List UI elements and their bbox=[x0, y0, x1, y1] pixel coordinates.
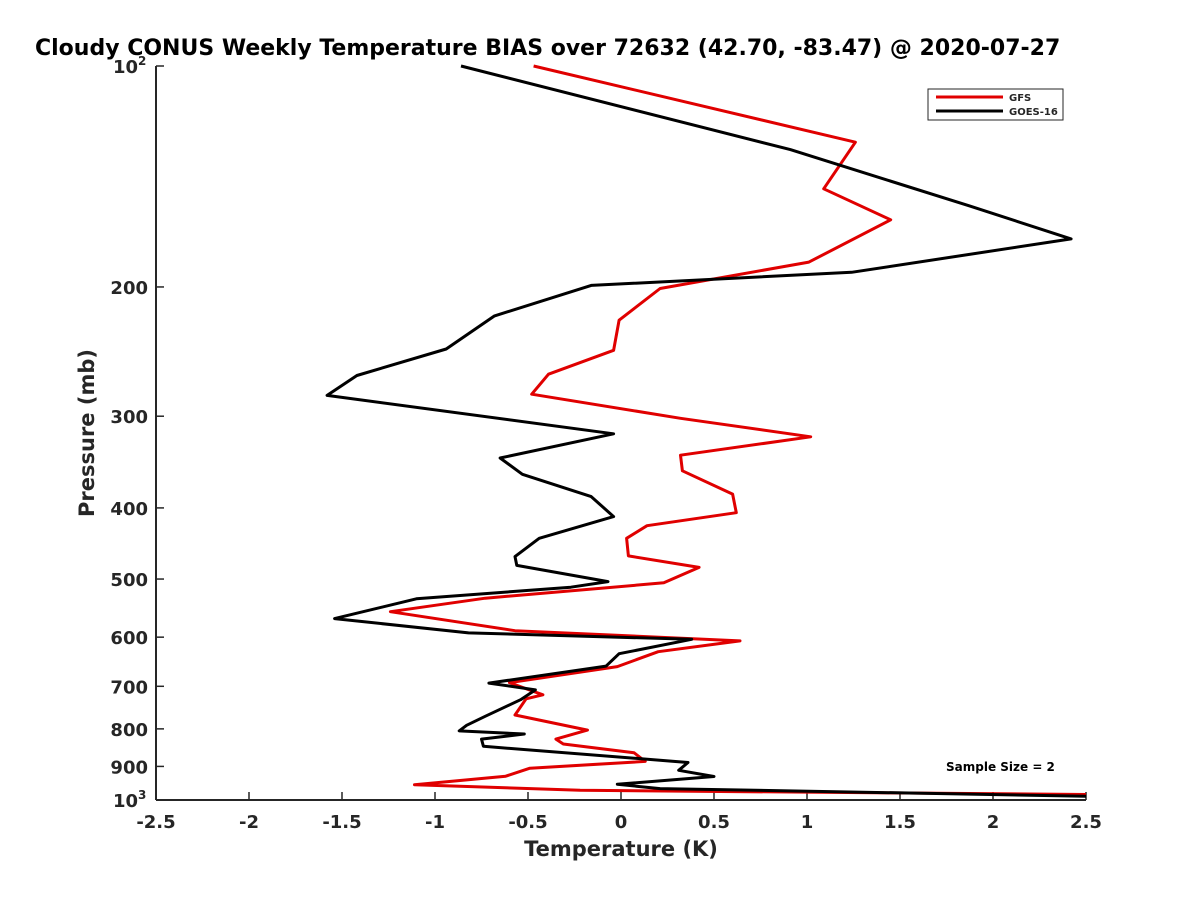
y-tick-label: 800 bbox=[110, 720, 148, 741]
x-axis-label: Temperature (K) bbox=[524, 837, 718, 861]
legend-box bbox=[927, 88, 1064, 121]
series-line-goes-16 bbox=[325, 64, 1087, 798]
x-tick-label: 1.5 bbox=[884, 812, 916, 833]
x-tick-label: -1 bbox=[425, 812, 445, 833]
legend-label-gfs: GFS bbox=[1009, 93, 1031, 104]
legend-label-goes16: GOES-16 bbox=[1009, 107, 1058, 118]
series-line-gfs bbox=[388, 64, 1087, 796]
x-tick-label: 1 bbox=[801, 812, 814, 833]
x-tick-label: -1.5 bbox=[322, 812, 361, 833]
y-tick-label: 700 bbox=[110, 677, 148, 698]
y-tick-label: 400 bbox=[110, 499, 148, 520]
y-tick-label: 300 bbox=[110, 407, 148, 428]
y-tick-label: 10 bbox=[113, 791, 138, 812]
x-tick-label: 2 bbox=[987, 812, 1000, 833]
y-tick-label: 500 bbox=[110, 570, 148, 591]
x-tick-label: 2.5 bbox=[1070, 812, 1102, 833]
x-axis-ticks: -2.5 -2 -1.5 -1 -0.5 0 0.5 1 1.5 2 2.5 bbox=[136, 792, 1102, 833]
x-tick-label: 0.5 bbox=[698, 812, 730, 833]
chart-title: Cloudy CONUS Weekly Temperature BIAS ove… bbox=[35, 36, 1060, 61]
x-tick-label: -0.5 bbox=[508, 812, 547, 833]
y-tick-label: 900 bbox=[110, 757, 148, 778]
plot-area bbox=[155, 66, 1086, 801]
series-layer bbox=[325, 64, 1087, 798]
legend: GFS GOES-16 bbox=[927, 88, 1064, 121]
x-tick-label: -2 bbox=[239, 812, 259, 833]
y-tick-exponent: 3 bbox=[138, 788, 146, 802]
sample-size-annotation: Sample Size = 2 bbox=[946, 760, 1055, 774]
x-tick-label: 0 bbox=[615, 812, 628, 833]
x-tick-label: -2.5 bbox=[136, 812, 175, 833]
y-tick-label: 200 bbox=[110, 278, 148, 299]
y-axis-label: Pressure (mb) bbox=[75, 349, 99, 517]
y-tick-exponent: 2 bbox=[138, 54, 146, 68]
y-tick-label: 10 bbox=[113, 57, 138, 78]
y-tick-label: 600 bbox=[110, 628, 148, 649]
